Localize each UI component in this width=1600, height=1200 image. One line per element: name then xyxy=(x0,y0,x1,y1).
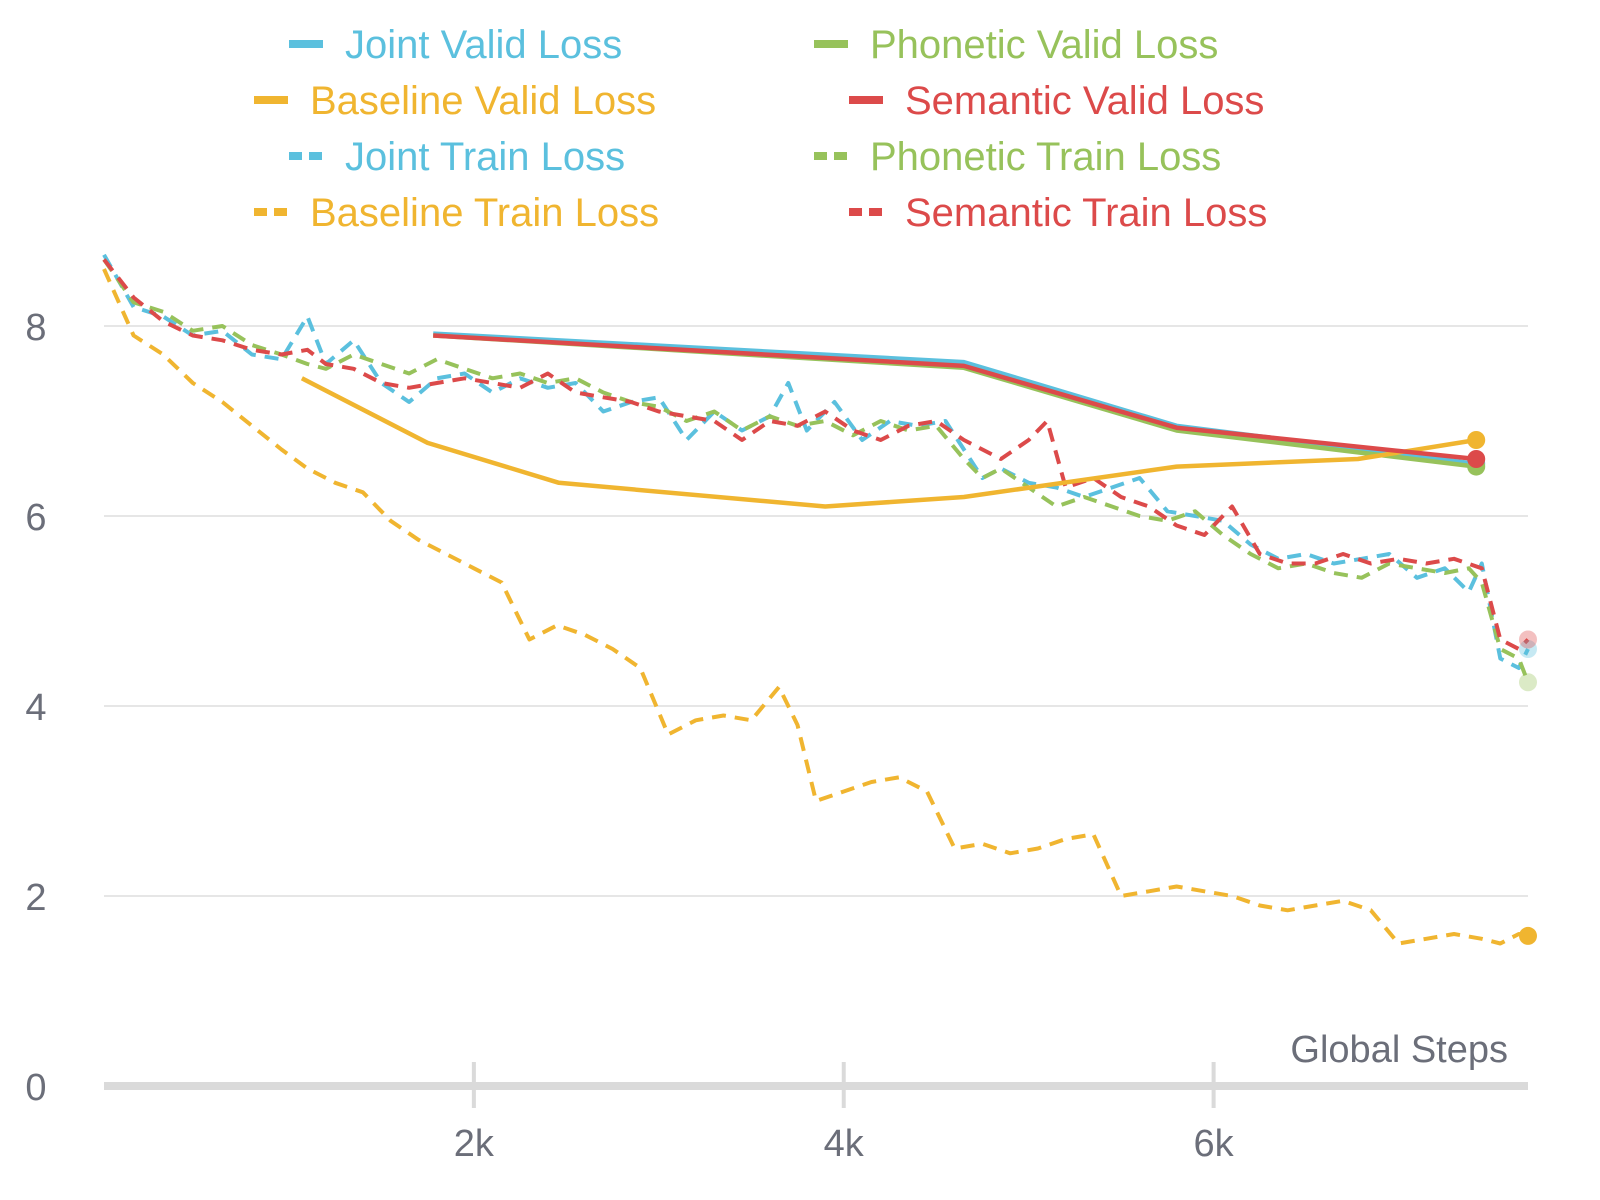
marker-layer xyxy=(1467,431,1537,945)
y-tick-label: 0 xyxy=(25,1067,46,1109)
legend-item-baseline-valid-loss: Baseline Valid Loss xyxy=(254,79,656,123)
series-line-semantic-valid-loss xyxy=(433,333,1477,462)
legend-label: Joint Valid Loss xyxy=(345,23,622,67)
y-tick-label: 6 xyxy=(25,497,46,539)
series-end-marker-baseline-valid-loss xyxy=(1467,431,1486,449)
series-line-phonetic-train-loss xyxy=(102,258,1530,684)
x-tick-label: 4k xyxy=(824,1123,865,1165)
series-end-marker-semantic-valid-loss xyxy=(1467,450,1486,468)
grid-layer xyxy=(104,325,1528,897)
legend-label: Baseline Valid Loss xyxy=(310,79,656,123)
series-end-marker-baseline-train-loss xyxy=(1519,926,1537,945)
legend-item-phonetic-valid-loss: Phonetic Valid Loss xyxy=(814,23,1218,67)
legend-label: Semantic Train Loss xyxy=(905,191,1267,235)
legend-label: Baseline Train Loss xyxy=(310,191,659,235)
x-axis-label: Global Steps xyxy=(1290,1029,1508,1071)
series-end-marker-semantic-train-loss xyxy=(1519,630,1537,649)
y-tick-label: 8 xyxy=(25,307,46,349)
series-line-joint-train-loss xyxy=(102,253,1530,670)
x-tick-label: 2k xyxy=(454,1123,495,1165)
legend-item-joint-train-loss: Joint Train Loss xyxy=(289,135,625,179)
series-line-baseline-valid-loss xyxy=(300,376,1477,509)
axis-layer: 0 2 4 6 8 2k 4k 6k xyxy=(25,307,1528,1165)
series-line-semantic-train-loss xyxy=(102,258,1530,651)
series-line-baseline-train-loss xyxy=(102,268,1529,946)
legend-label: Phonetic Valid Loss xyxy=(870,23,1218,67)
legend-item-joint-valid-loss: Joint Valid Loss xyxy=(289,23,622,67)
y-tick-label: 4 xyxy=(25,687,46,729)
legend-label: Joint Train Loss xyxy=(345,135,625,179)
legend-item-baseline-train-loss: Baseline Train Loss xyxy=(254,191,659,235)
legend-label: Semantic Valid Loss xyxy=(905,79,1264,123)
legend-label: Phonetic Train Loss xyxy=(870,135,1221,179)
x-tick-label: 6k xyxy=(1194,1123,1235,1165)
legend-item-semantic-train-loss: Semantic Train Loss xyxy=(849,191,1267,235)
series-end-marker-phonetic-train-loss xyxy=(1519,673,1537,692)
legend-item-phonetic-train-loss: Phonetic Train Loss xyxy=(814,135,1221,179)
legend-item-semantic-valid-loss: Semantic Valid Loss xyxy=(849,79,1264,123)
y-tick-label: 2 xyxy=(25,877,46,919)
series-layer xyxy=(102,253,1530,946)
chart-legend: Joint Valid Loss Phonetic Valid Loss Basel… xyxy=(254,23,1267,235)
series-end-marker-joint-train-loss xyxy=(1519,640,1537,658)
